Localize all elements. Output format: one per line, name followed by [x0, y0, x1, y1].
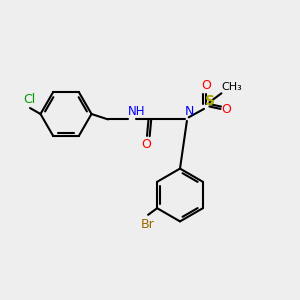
Text: O: O	[222, 103, 232, 116]
Text: Br: Br	[140, 218, 154, 231]
Text: N: N	[185, 105, 194, 118]
Text: O: O	[201, 80, 211, 92]
Text: NH: NH	[128, 105, 146, 118]
Text: O: O	[141, 138, 151, 151]
Text: Cl: Cl	[23, 93, 35, 106]
Text: CH₃: CH₃	[221, 82, 242, 92]
Text: S: S	[205, 94, 214, 108]
